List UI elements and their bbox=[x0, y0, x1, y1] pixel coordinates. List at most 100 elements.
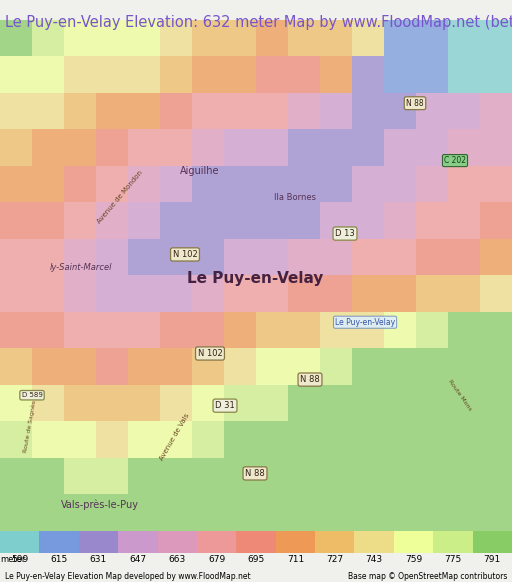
Bar bbox=[448, 458, 480, 494]
Bar bbox=[64, 239, 96, 275]
Text: 615: 615 bbox=[51, 555, 68, 564]
Text: 695: 695 bbox=[247, 555, 265, 564]
Bar bbox=[256, 20, 288, 56]
Bar bbox=[275, 531, 315, 553]
Bar bbox=[32, 385, 64, 421]
Bar bbox=[128, 203, 160, 239]
Bar bbox=[352, 239, 384, 275]
Bar bbox=[128, 348, 160, 385]
Bar bbox=[64, 421, 96, 458]
Bar bbox=[320, 56, 352, 93]
Bar bbox=[288, 458, 320, 494]
Bar bbox=[288, 494, 320, 531]
Bar bbox=[96, 239, 128, 275]
Bar bbox=[352, 458, 384, 494]
Bar bbox=[128, 239, 160, 275]
Bar bbox=[128, 166, 160, 203]
Bar bbox=[448, 203, 480, 239]
Bar bbox=[256, 129, 288, 166]
Bar bbox=[416, 239, 448, 275]
Bar bbox=[352, 20, 384, 56]
Bar bbox=[0, 494, 32, 531]
Bar bbox=[224, 494, 256, 531]
Bar bbox=[160, 93, 192, 129]
Bar bbox=[96, 275, 128, 312]
Bar bbox=[224, 348, 256, 385]
Text: meter: meter bbox=[0, 555, 26, 564]
Bar bbox=[96, 421, 128, 458]
Bar bbox=[320, 421, 352, 458]
Text: C 202: C 202 bbox=[444, 156, 466, 165]
Bar bbox=[79, 531, 118, 553]
Bar bbox=[32, 203, 64, 239]
Bar bbox=[32, 494, 64, 531]
Bar bbox=[197, 531, 237, 553]
Bar bbox=[192, 166, 224, 203]
Bar bbox=[32, 56, 64, 93]
Bar bbox=[480, 494, 512, 531]
Bar bbox=[480, 56, 512, 93]
Text: 791: 791 bbox=[484, 555, 501, 564]
Bar bbox=[32, 275, 64, 312]
Bar bbox=[256, 56, 288, 93]
Bar bbox=[480, 385, 512, 421]
Bar bbox=[224, 93, 256, 129]
Bar bbox=[224, 239, 256, 275]
Bar bbox=[448, 312, 480, 348]
Bar bbox=[160, 20, 192, 56]
Text: 663: 663 bbox=[168, 555, 186, 564]
Bar bbox=[96, 312, 128, 348]
Bar bbox=[128, 129, 160, 166]
Bar bbox=[96, 385, 128, 421]
Bar bbox=[288, 275, 320, 312]
Bar bbox=[224, 275, 256, 312]
Bar bbox=[320, 239, 352, 275]
Bar bbox=[0, 203, 32, 239]
Text: D 589: D 589 bbox=[22, 392, 42, 398]
Bar bbox=[224, 166, 256, 203]
Bar bbox=[448, 20, 480, 56]
Bar bbox=[256, 239, 288, 275]
Bar bbox=[128, 458, 160, 494]
Bar bbox=[320, 93, 352, 129]
Bar bbox=[192, 203, 224, 239]
Bar bbox=[32, 421, 64, 458]
Bar bbox=[224, 458, 256, 494]
Bar bbox=[96, 494, 128, 531]
Text: Le Puy-en-Velay: Le Puy-en-Velay bbox=[187, 271, 323, 286]
Bar bbox=[416, 458, 448, 494]
Bar bbox=[158, 531, 197, 553]
Bar bbox=[256, 275, 288, 312]
Bar bbox=[384, 166, 416, 203]
Text: Base map © OpenStreetMap contributors: Base map © OpenStreetMap contributors bbox=[348, 572, 507, 581]
Bar bbox=[480, 275, 512, 312]
Bar bbox=[473, 531, 512, 553]
Bar bbox=[288, 312, 320, 348]
Bar bbox=[288, 239, 320, 275]
Bar bbox=[192, 385, 224, 421]
Bar bbox=[288, 385, 320, 421]
Bar bbox=[0, 166, 32, 203]
Bar bbox=[352, 494, 384, 531]
Bar bbox=[256, 93, 288, 129]
Text: Le Puy-en-Velay Elevation Map developed by www.FloodMap.net: Le Puy-en-Velay Elevation Map developed … bbox=[5, 572, 251, 581]
Bar bbox=[480, 458, 512, 494]
Bar bbox=[0, 275, 32, 312]
Text: Vals-près-le-Puy: Vals-près-le-Puy bbox=[61, 499, 139, 510]
Bar bbox=[160, 275, 192, 312]
Bar bbox=[416, 93, 448, 129]
Bar bbox=[0, 239, 32, 275]
Bar bbox=[160, 385, 192, 421]
Bar bbox=[416, 56, 448, 93]
Text: Avenue de Mondon: Avenue de Mondon bbox=[96, 169, 144, 225]
Bar bbox=[480, 348, 512, 385]
Bar bbox=[64, 129, 96, 166]
Bar bbox=[192, 458, 224, 494]
Bar bbox=[448, 275, 480, 312]
Bar bbox=[480, 20, 512, 56]
Bar bbox=[160, 129, 192, 166]
Bar bbox=[433, 531, 473, 553]
Bar bbox=[128, 421, 160, 458]
Text: Route Mons: Route Mons bbox=[447, 379, 473, 411]
Bar bbox=[384, 20, 416, 56]
